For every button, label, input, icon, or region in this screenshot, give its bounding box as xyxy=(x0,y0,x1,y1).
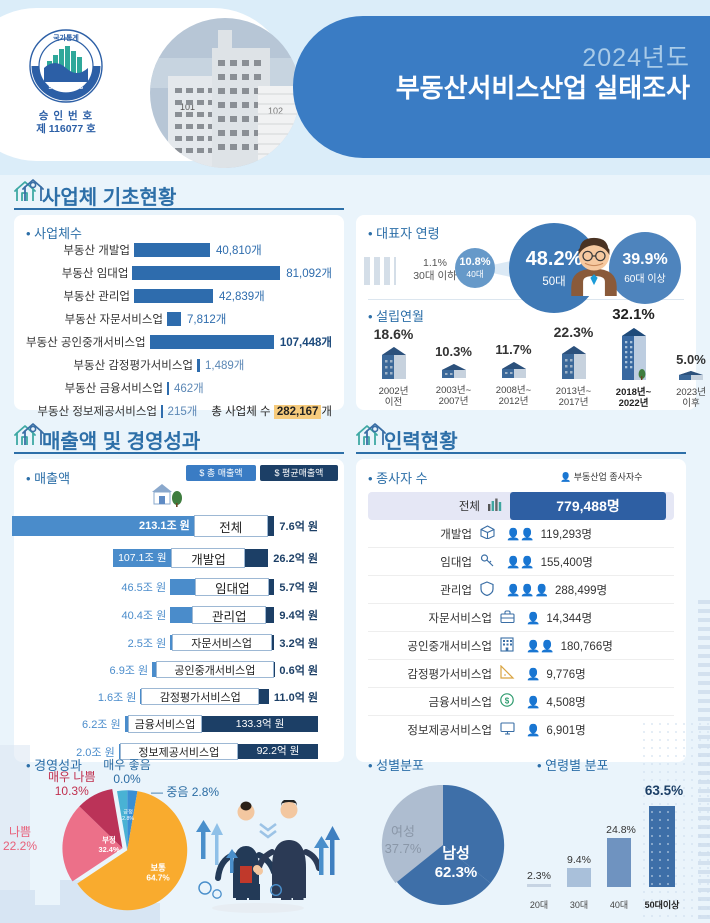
svg-text:37.7%: 37.7% xyxy=(385,841,422,856)
svg-text:2.8%: 2.8% xyxy=(122,816,134,822)
svg-text:보통: 보통 xyxy=(150,863,166,873)
svg-text:부정: 부정 xyxy=(102,835,116,844)
svg-text:남성: 남성 xyxy=(442,844,470,862)
svg-text:여성: 여성 xyxy=(391,824,415,839)
svg-text:$: $ xyxy=(505,697,510,706)
svg-text:32.4%: 32.4% xyxy=(98,845,119,854)
svg-text:긍정: 긍정 xyxy=(123,809,133,816)
svg-text:STATISTICS: STATISTICS xyxy=(48,85,83,91)
svg-text:국가통계: 국가통계 xyxy=(53,33,79,42)
svg-text:62.3%: 62.3% xyxy=(435,864,478,881)
svg-text:64.7%: 64.7% xyxy=(146,874,170,883)
